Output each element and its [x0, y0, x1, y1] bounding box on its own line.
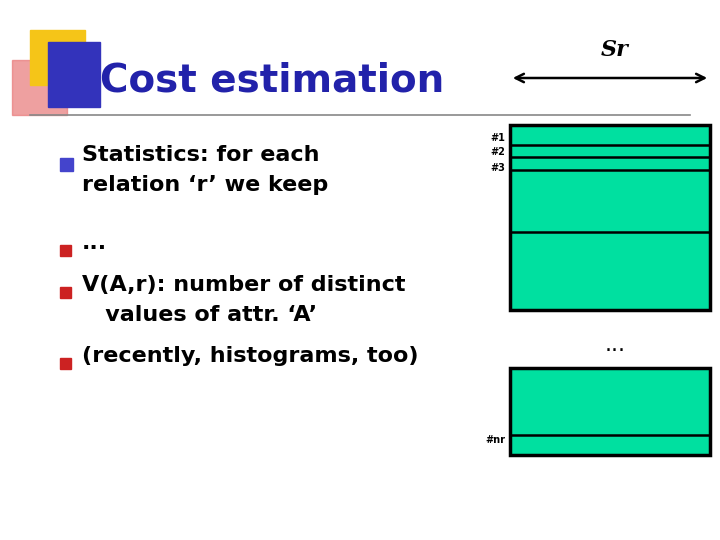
Text: Cost estimation: Cost estimation: [100, 61, 444, 99]
Bar: [60, 358, 71, 369]
Bar: [60, 245, 71, 256]
Bar: [510, 125, 710, 310]
Text: relation ‘r’ we keep: relation ‘r’ we keep: [82, 175, 328, 195]
Text: (recently, histograms, too): (recently, histograms, too): [82, 346, 418, 366]
Text: #3: #3: [490, 163, 505, 173]
Text: #2: #2: [490, 147, 505, 157]
Text: values of attr. ‘A’: values of attr. ‘A’: [82, 305, 317, 325]
Text: ...: ...: [605, 335, 626, 355]
Bar: [12, 60, 67, 115]
Bar: [48, 42, 100, 107]
Text: ...: ...: [82, 233, 107, 253]
Bar: [60, 287, 71, 298]
Text: #1: #1: [490, 133, 505, 143]
Text: V(A,r): number of distinct: V(A,r): number of distinct: [82, 275, 405, 295]
Text: Sr: Sr: [601, 39, 629, 61]
Bar: [510, 368, 710, 455]
Bar: [30, 30, 85, 85]
Text: #nr: #nr: [485, 435, 505, 445]
Bar: [60, 158, 73, 171]
Text: Statistics: for each: Statistics: for each: [82, 145, 320, 165]
